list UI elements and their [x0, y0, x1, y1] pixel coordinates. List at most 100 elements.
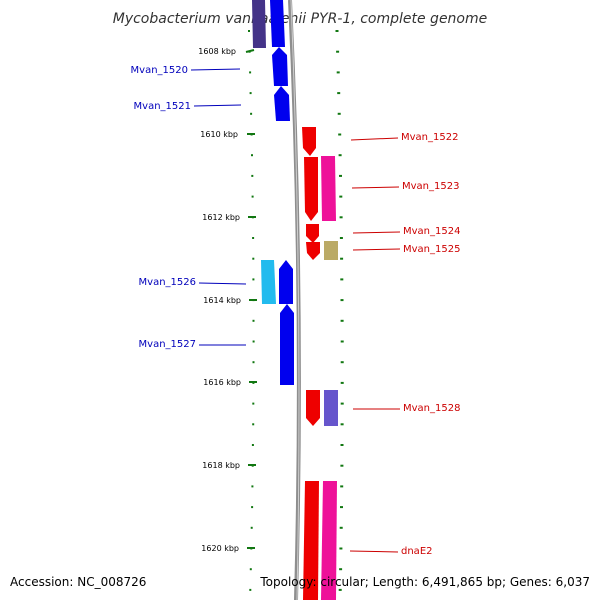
ruler-dot: [252, 257, 255, 260]
map-title: Mycobacterium vanbaalenii PYR-1, complet…: [113, 11, 488, 27]
leader-line: [349, 550, 399, 553]
ruler-dot: [251, 485, 254, 488]
kbp-tick-1618: 1618 kbp: [202, 461, 256, 470]
kbp-tick-1620: 1620 kbp: [201, 544, 255, 553]
gene-shape-mvan-1522[interactable]: [302, 127, 316, 156]
ruler-dot: [252, 237, 255, 239]
ruler-dot: [252, 278, 255, 281]
gene-shape-mvan-1526-cyan[interactable]: [261, 260, 276, 304]
kbp-tick-label: 1614 kbp: [203, 296, 241, 305]
ruler-dot: [340, 506, 343, 509]
gene-shape-dnae2-pink[interactable]: [321, 481, 337, 600]
ruler-dot: [339, 216, 343, 219]
ruler-dot: [337, 112, 341, 115]
ruler-dot: [340, 257, 344, 260]
gene-shape-mvan-1528[interactable]: [306, 390, 320, 426]
ruler-dot: [339, 547, 343, 550]
ruler-dot: [340, 299, 344, 302]
forward-strand-features: [302, 127, 338, 600]
ruler-dot: [339, 568, 343, 571]
gene-shape-dnae2[interactable]: [303, 481, 319, 600]
ruler-dot: [251, 195, 254, 198]
gene-shape-mvan-1523-pink[interactable]: [321, 156, 336, 221]
kbp-tick-mark: [245, 49, 255, 53]
gene-label-mvan-1521[interactable]: Mvan_1521: [134, 101, 242, 112]
kbp-tick-label: 1618 kbp: [202, 461, 240, 470]
ruler-dot: [335, 30, 339, 32]
ruler-dot: [251, 444, 254, 446]
gene-shape-mvan-1527[interactable]: [280, 304, 294, 385]
ruler-dot: [339, 195, 343, 198]
gene-label-text: Mvan_1523: [402, 181, 459, 192]
gene-label-text: Mvan_1526: [139, 277, 196, 288]
ruler-dot: [252, 402, 255, 405]
gene-label-text: Mvan_1521: [134, 101, 191, 112]
ruler-dot: [340, 444, 344, 446]
ruler-dots-right: [335, 30, 344, 591]
ruler-dot: [340, 423, 344, 426]
gene-label-dnae2[interactable]: dnaE2: [349, 546, 433, 557]
gene-label-mvan-1523[interactable]: Mvan_1523: [351, 181, 459, 192]
kbp-tick-label: 1620 kbp: [201, 544, 239, 553]
ruler-dot: [337, 92, 341, 95]
kbp-tick-1608: 1608 kbp: [198, 47, 255, 56]
ruler-dot: [249, 71, 252, 74]
gene-shape-mvan-1524[interactable]: [306, 224, 319, 243]
gene-label-mvan-1520[interactable]: Mvan_1520: [131, 65, 241, 76]
ruler-dot: [340, 402, 344, 405]
ruler-dot: [340, 381, 344, 384]
gene-label-text: Mvan_1520: [131, 65, 188, 76]
leader-line: [190, 68, 241, 71]
leader-line: [351, 186, 400, 189]
gene-shape-mvan-1528-slate[interactable]: [324, 390, 338, 426]
ruler-dot: [338, 133, 342, 136]
gene-label-text: Mvan_1525: [403, 244, 460, 255]
gene-label-text: Mvan_1527: [139, 339, 196, 350]
ruler-dot: [340, 340, 344, 343]
gene-shape-mvan-1521[interactable]: [274, 86, 290, 121]
ruler-dot: [338, 588, 342, 591]
gene-label-text: Mvan_1524: [403, 226, 460, 237]
ruler-dots-left: [248, 30, 255, 591]
ruler-dot: [248, 30, 250, 32]
kbp-tick-1612: 1612 kbp: [202, 213, 256, 222]
ruler-dot: [250, 526, 253, 529]
ruler-dot: [336, 50, 340, 53]
leader-line: [352, 231, 401, 234]
ruler-dot: [249, 588, 252, 591]
gene-labels: Mvan_1520 Mvan_1521 Mvan_1522 Mvan_1523 …: [131, 65, 461, 557]
kbp-tick-label: 1616 kbp: [203, 378, 241, 387]
gene-label-mvan-1526[interactable]: Mvan_1526: [139, 277, 247, 288]
ruler-dot: [340, 361, 344, 364]
gene-label-mvan-1528[interactable]: Mvan_1528: [353, 403, 460, 414]
gene-label-mvan-1527[interactable]: Mvan_1527: [139, 339, 246, 350]
ruler-dot: [340, 278, 344, 281]
reverse-strand-features: [252, 0, 294, 385]
gene-shape-mvan-1525-olive[interactable]: [324, 241, 338, 260]
ruler-dot: [338, 154, 342, 157]
ruler-dot: [250, 112, 253, 115]
ruler-dot: [252, 361, 255, 364]
genome-summary-text: Topology: circular; Length: 6,491,865 bp…: [259, 575, 590, 589]
gene-label-mvan-1522[interactable]: Mvan_1522: [350, 132, 458, 143]
ruler-dot: [252, 340, 255, 343]
kbp-tick-label: 1610 kbp: [200, 130, 238, 139]
kbp-ticks: 1608 kbp 1610 kbp 1612 kbp 1614 kbp 1616…: [198, 47, 257, 553]
ruler-dot: [251, 154, 253, 157]
gene-label-text: Mvan_1528: [403, 403, 460, 414]
gene-label-mvan-1524[interactable]: Mvan_1524: [352, 226, 460, 237]
leader-line: [350, 137, 399, 141]
gene-shape-mvan-1523[interactable]: [304, 157, 318, 221]
gene-shape-mvan-1526[interactable]: [279, 260, 293, 304]
ruler-dot: [340, 485, 344, 488]
gene-shape-upstream[interactable]: [252, 0, 266, 48]
gene-shape-upstream-2[interactable]: [270, 0, 285, 47]
kbp-tick-1610: 1610 kbp: [200, 130, 255, 139]
accession-text: Accession: NC_008726: [10, 575, 146, 589]
ruler-dot: [252, 319, 255, 322]
gene-shape-mvan-1520[interactable]: [272, 47, 288, 86]
kbp-tick-1614: 1614 kbp: [203, 296, 257, 305]
gene-shape-mvan-1525[interactable]: [306, 242, 320, 260]
gene-label-mvan-1525[interactable]: Mvan_1525: [352, 244, 460, 255]
